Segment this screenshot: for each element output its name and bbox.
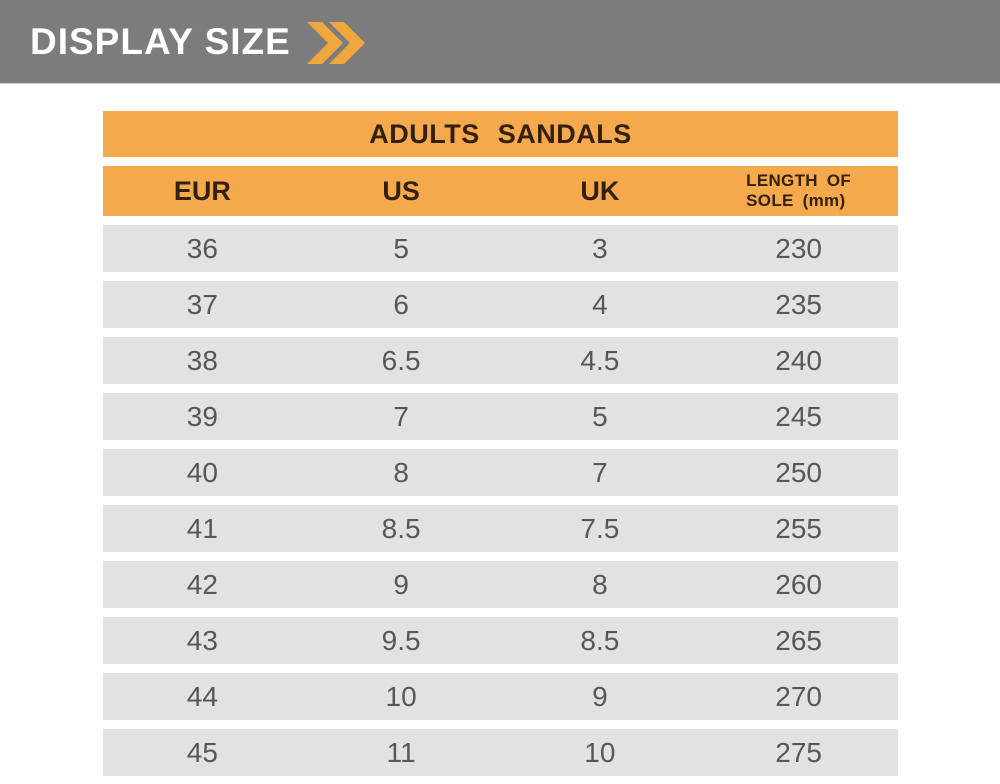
column-header-length: LENGTH OF SOLE (mm) (699, 166, 898, 216)
table-row: 42 9 8 260 (103, 561, 898, 608)
display-size-banner: DISPLAY SIZE (0, 0, 1000, 84)
table-cell: 5 (393, 232, 409, 264)
table-cell: 4 (592, 288, 608, 320)
table-cell: 8 (393, 456, 409, 488)
table-cell: 37 (186, 288, 218, 320)
size-chart-table: ADULTS SANDALS EUR US UK LENGTH OF SOLE … (103, 111, 898, 776)
table-cell: 275 (775, 736, 822, 768)
table-cell: 245 (775, 400, 822, 432)
table-cell: 36 (186, 232, 218, 264)
table-cell: 260 (775, 568, 822, 600)
table-cell: 5 (592, 400, 608, 432)
table-cell: 42 (186, 568, 218, 600)
table-body: 36 5 3 230 37 6 4 235 38 6.5 4.5 240 39 7 5 245 40 8 7 250 4… (103, 225, 898, 776)
table-cell: 270 (775, 680, 822, 712)
table-row: 43 9.5 8.5 265 (103, 617, 898, 664)
length-header-line1: LENGTH OF (746, 170, 852, 190)
table-row: 45 11 10 275 (103, 729, 898, 776)
table-row: 37 6 4 235 (103, 281, 898, 328)
table-row: 39 7 5 245 (103, 393, 898, 440)
column-header-uk: UK (580, 175, 620, 206)
column-header-us: US (382, 175, 420, 206)
table-title: ADULTS SANDALS (369, 118, 632, 149)
table-cell: 39 (186, 400, 218, 432)
banner-title: DISPLAY SIZE (30, 20, 291, 62)
table-cell: 230 (775, 232, 822, 264)
table-cell: 10 (584, 736, 616, 768)
table-row: 38 6.5 4.5 240 (103, 337, 898, 384)
table-header-row: EUR US UK LENGTH OF SOLE (mm) (103, 166, 898, 216)
table-cell: 8 (592, 568, 608, 600)
table-cell: 9 (592, 680, 608, 712)
table-cell: 44 (186, 680, 218, 712)
table-cell: 3 (592, 232, 608, 264)
table-cell: 235 (775, 288, 822, 320)
table-cell: 45 (186, 736, 218, 768)
table-row: 41 8.5 7.5 255 (103, 505, 898, 552)
table-cell: 9.5 (381, 624, 421, 656)
double-chevron-right-icon (306, 21, 365, 64)
table-cell: 41 (186, 512, 218, 544)
table-row: 36 5 3 230 (103, 225, 898, 272)
table-cell: 11 (386, 736, 416, 768)
table-cell: 250 (775, 456, 822, 488)
table-cell: 6 (393, 288, 409, 320)
table-cell: 43 (186, 624, 218, 656)
table-cell: 240 (775, 344, 822, 376)
table-cell: 38 (186, 344, 218, 376)
table-cell: 40 (186, 456, 218, 488)
length-header-line2: SOLE (mm) (746, 191, 846, 210)
table-title-bar: ADULTS SANDALS (103, 111, 898, 157)
table-cell: 4.5 (580, 344, 620, 376)
column-header-eur: EUR (173, 175, 231, 206)
table-row: 40 8 7 250 (103, 449, 898, 496)
table-cell: 7.5 (580, 512, 620, 544)
table-cell: 6.5 (381, 344, 421, 376)
table-cell: 9 (393, 568, 409, 600)
column-header-length-text: LENGTH OF SOLE (mm) (746, 171, 851, 212)
table-cell: 7 (592, 456, 608, 488)
table-cell: 7 (393, 400, 409, 432)
table-cell: 265 (775, 624, 822, 656)
table-cell: 8.5 (580, 624, 620, 656)
table-cell: 255 (775, 512, 822, 544)
table-cell: 8.5 (381, 512, 421, 544)
table-row: 44 10 9 270 (103, 673, 898, 720)
table-cell: 10 (385, 680, 417, 712)
